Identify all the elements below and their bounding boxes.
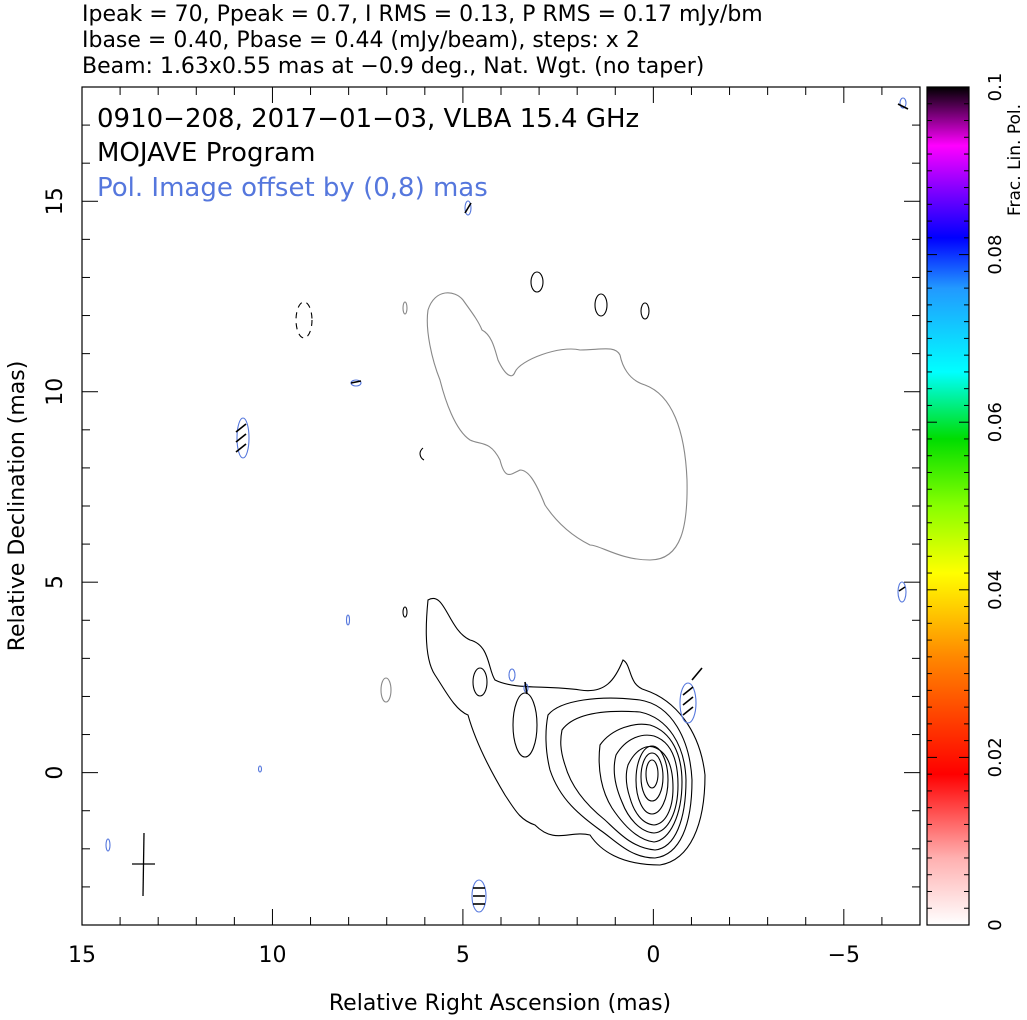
- blue-contour-4: [899, 97, 907, 109]
- blue-contour-9: [257, 765, 263, 773]
- y-tick-label: 15: [43, 187, 68, 215]
- isolated-contour-5: [419, 447, 425, 461]
- polarization-contours: [105, 97, 907, 913]
- total-intensity-contours: [295, 271, 706, 866]
- x-tick-label: 10: [258, 943, 286, 968]
- contour-level-9: [645, 759, 659, 789]
- isolated-contour-4: [402, 606, 408, 618]
- x-axis-label: Relative Right Ascension (mas): [329, 991, 671, 1016]
- polarized-intensity-contour: [426, 292, 688, 561]
- contour-level-2: [545, 697, 693, 859]
- colorbar-ticks: [927, 86, 969, 926]
- y-tick-label: 0: [43, 766, 68, 780]
- blue-contour-5: [897, 581, 907, 603]
- y-tick-label: 10: [43, 378, 68, 406]
- colorbar: [926, 86, 970, 926]
- beam-cross: [132, 832, 155, 897]
- isolated-contour-3: [640, 302, 650, 320]
- pol-offset-label: Pol. Image offset by (0,8) mas: [97, 173, 488, 203]
- blue-contour-8: [345, 614, 351, 626]
- colorbar-tick-label: 0.04: [985, 570, 1006, 610]
- program-label: MOJAVE Program: [97, 138, 315, 168]
- axis-tick-labels: 15 10 5 0 −5 0 5 10 15: [43, 187, 860, 968]
- contour-level-6: [625, 746, 674, 826]
- blue-contour-1: [236, 417, 250, 459]
- contour-level-1: [425, 597, 706, 866]
- contour-level-5: [613, 734, 679, 834]
- colorbar-tick-label: 0.06: [985, 402, 1006, 442]
- header-line-3: Beam: 1.63x0.55 mas at −0.9 deg., Nat. W…: [82, 54, 705, 79]
- blue-contour-7: [471, 879, 487, 913]
- isolated-contour-2: [594, 293, 608, 317]
- blue-contour-3: [464, 200, 472, 216]
- jet-knot-1: [472, 667, 488, 697]
- x-tick-label: −5: [828, 943, 860, 968]
- contour-level-3: [560, 710, 687, 851]
- contour-level-8: [640, 752, 664, 802]
- x-tick-label: 15: [68, 943, 96, 968]
- plot-frame: [81, 86, 921, 926]
- x-tick-label: 5: [456, 943, 470, 968]
- source-label: 0910−208, 2017−01−03, VLBA 15.4 GHz: [97, 104, 639, 134]
- axis-ticks: [81, 86, 921, 926]
- jet-knot-2: [512, 692, 538, 758]
- blue-contour-10: [105, 838, 111, 852]
- y-tick-label: 5: [43, 575, 68, 589]
- evpa-vectors: [235, 103, 909, 905]
- x-tick-label: 0: [646, 943, 660, 968]
- colorbar-tick-label: 0.1: [985, 73, 1006, 102]
- colorbar-label: Frac. Lin. Pol.: [1005, 104, 1025, 216]
- contour-level-7: [635, 745, 669, 815]
- y-axis-label: Relative Declination (mas): [5, 361, 30, 652]
- colorbar-tick-label: 0: [985, 919, 1006, 930]
- isolated-contour-1: [530, 271, 544, 293]
- negative-contour: [295, 301, 313, 339]
- header-line-1: Ipeak = 70, Ppeak = 0.7, I RMS = 0.13, P…: [82, 2, 763, 27]
- contour-level-4: [598, 723, 683, 843]
- colorbar-tick-label: 0.02: [985, 737, 1006, 777]
- grey-contour-small-1: [380, 677, 392, 703]
- header-line-2: Ibase = 0.40, Pbase = 0.44 (mJy/beam), s…: [82, 28, 640, 53]
- contours: [105, 97, 909, 913]
- grey-contour-small-2: [402, 301, 408, 315]
- colorbar-tick-label: 0.08: [985, 235, 1006, 275]
- blue-contour-11: [508, 668, 516, 682]
- blue-contour-6: [679, 682, 697, 724]
- colorbar-tick-labels: 0 0.02 0.04 0.06 0.08 0.1: [985, 73, 1006, 931]
